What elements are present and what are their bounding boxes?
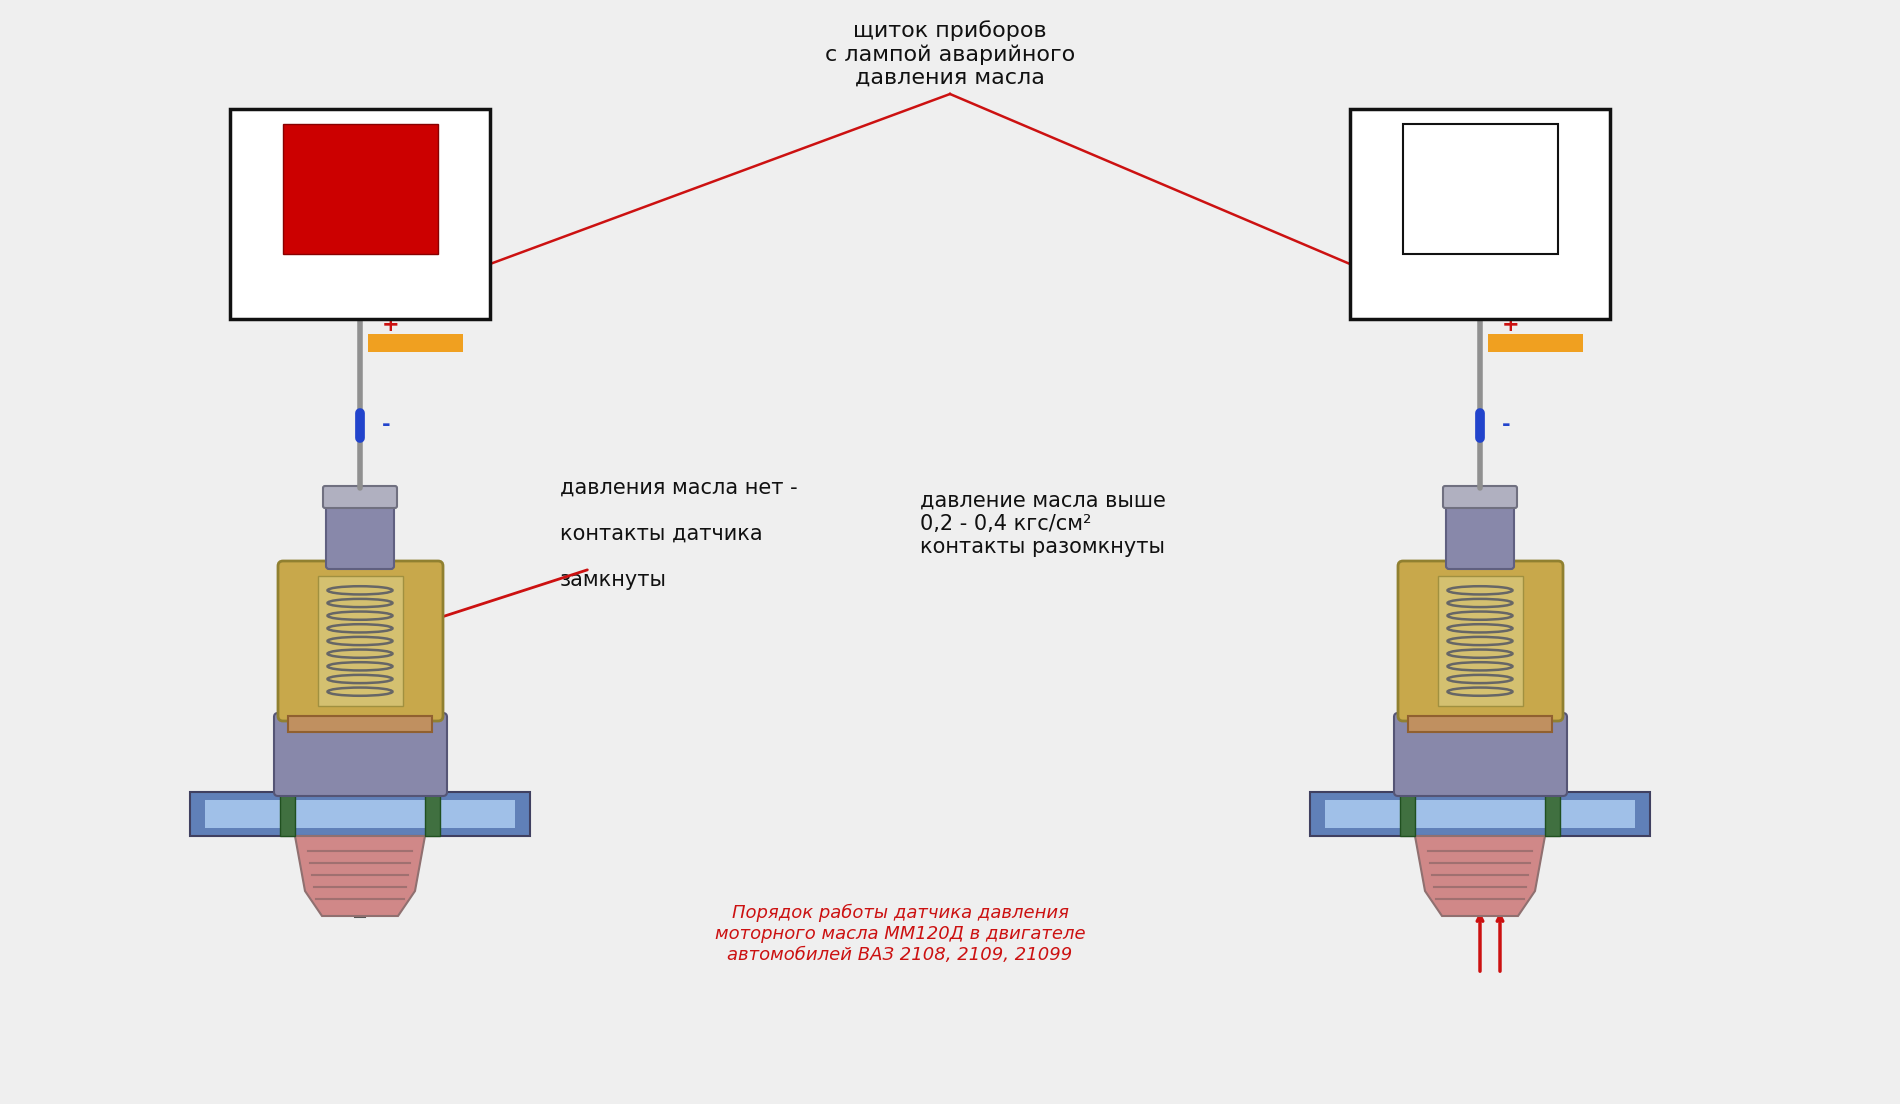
Bar xyxy=(289,716,431,732)
Bar xyxy=(230,109,490,319)
Text: -: - xyxy=(382,415,391,435)
Text: давление масла выше
0,2 - 0,4 кгс/см²
контакты разомкнуты: давление масла выше 0,2 - 0,4 кгс/см² ко… xyxy=(920,491,1167,558)
Bar xyxy=(279,792,294,836)
Bar xyxy=(426,792,441,836)
Text: +: + xyxy=(1503,315,1520,335)
Bar xyxy=(369,335,464,352)
Text: щиток приборов
с лампой аварийного
давления масла: щиток приборов с лампой аварийного давле… xyxy=(825,20,1075,88)
FancyBboxPatch shape xyxy=(1398,561,1564,721)
Bar xyxy=(1438,576,1524,705)
Bar xyxy=(1400,792,1416,836)
FancyBboxPatch shape xyxy=(323,486,397,508)
Text: лампа горит: лампа горит xyxy=(291,287,429,307)
FancyBboxPatch shape xyxy=(277,561,443,721)
FancyBboxPatch shape xyxy=(274,713,446,796)
FancyBboxPatch shape xyxy=(1446,503,1514,569)
Bar xyxy=(1351,109,1609,319)
Circle shape xyxy=(346,225,374,253)
Text: давления масла нет -

контакты датчика

замкнуты: давления масла нет - контакты датчика за… xyxy=(560,478,798,591)
Bar xyxy=(1408,716,1552,732)
Polygon shape xyxy=(1416,836,1545,916)
FancyBboxPatch shape xyxy=(327,503,393,569)
Text: +: + xyxy=(382,315,399,335)
Bar xyxy=(1309,792,1649,836)
Bar xyxy=(283,124,437,254)
Text: -: - xyxy=(1503,415,1510,435)
Bar xyxy=(190,792,530,836)
Text: Порядок работы датчика давления
моторного масла ММ120Д в двигателе
автомобилей В: Порядок работы датчика давления моторног… xyxy=(714,904,1085,964)
Bar xyxy=(1488,335,1583,352)
Bar xyxy=(1545,792,1560,836)
FancyBboxPatch shape xyxy=(1459,250,1501,301)
FancyBboxPatch shape xyxy=(1395,713,1567,796)
Bar xyxy=(317,576,403,705)
Circle shape xyxy=(1467,225,1493,253)
Text: лампа не горит: лампа не горит xyxy=(1395,287,1566,307)
Circle shape xyxy=(332,209,388,265)
Polygon shape xyxy=(294,836,426,916)
Bar xyxy=(205,800,515,828)
Bar xyxy=(1324,800,1636,828)
FancyBboxPatch shape xyxy=(1442,486,1516,508)
FancyBboxPatch shape xyxy=(338,250,382,301)
Bar xyxy=(1402,124,1558,254)
